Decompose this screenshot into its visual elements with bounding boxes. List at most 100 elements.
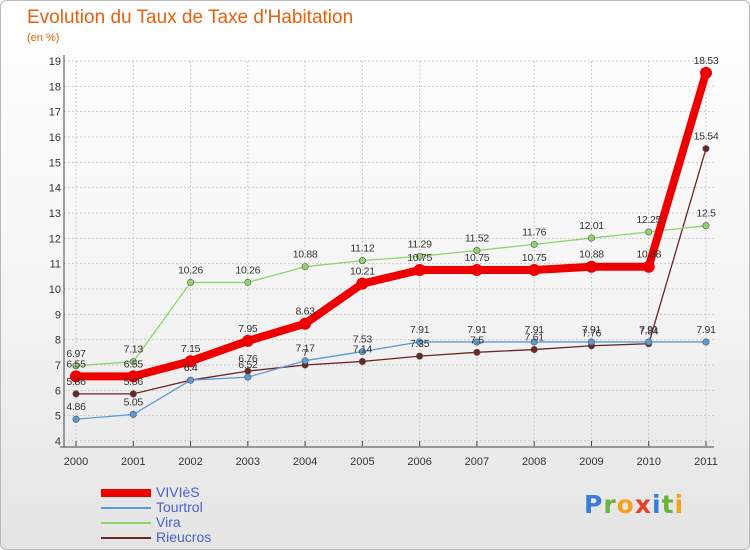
logo-letter: x bbox=[634, 490, 652, 519]
data-point-rieucros bbox=[416, 352, 424, 360]
data-label-vivies: 10.75 bbox=[522, 252, 547, 264]
data-point-vivies bbox=[356, 277, 369, 290]
data-point-rieucros bbox=[129, 390, 137, 398]
legend-label: Tourtrol bbox=[156, 499, 203, 515]
data-label-tourtrol: 7.91 bbox=[525, 324, 545, 336]
data-label-vira: 6.97 bbox=[66, 348, 86, 360]
chart-title: Evolution du Taux de Taxe d'Habitation bbox=[27, 7, 354, 28]
series-line-vivies bbox=[72, 68, 710, 381]
data-point-tourtrol bbox=[416, 338, 424, 346]
data-label-vivies: 18.53 bbox=[694, 55, 719, 67]
y-tick-label: 4 bbox=[55, 436, 61, 448]
logo-letter: r bbox=[603, 490, 617, 519]
data-label-vivies: 10.88 bbox=[636, 249, 661, 261]
data-point-vivies bbox=[70, 370, 82, 383]
logo-letter: i bbox=[652, 490, 662, 519]
data-point-vira bbox=[530, 240, 538, 248]
x-tick-label: 2007 bbox=[465, 456, 489, 468]
legend-swatch bbox=[101, 537, 151, 539]
data-label-vivies: 6.55 bbox=[124, 358, 144, 370]
data-label-tourtrol: 7.17 bbox=[295, 343, 315, 355]
data-point-tourtrol bbox=[187, 376, 195, 384]
data-label-vira: 11.76 bbox=[522, 226, 546, 238]
legend-label: Rieucros bbox=[156, 529, 212, 545]
data-label-vivies: 10.75 bbox=[465, 252, 490, 264]
data-point-tourtrol bbox=[72, 415, 80, 423]
data-label-vira: 10.26 bbox=[235, 264, 260, 276]
y-tick-label: 13 bbox=[49, 208, 61, 220]
data-label-vira: 10.88 bbox=[293, 249, 318, 261]
data-point-rieucros bbox=[473, 348, 481, 356]
data-label-rieucros: 7.35 bbox=[410, 338, 430, 350]
data-point-tourtrol bbox=[301, 357, 309, 365]
data-label-vivies: 6.55 bbox=[66, 358, 86, 370]
data-point-tourtrol bbox=[587, 338, 595, 346]
data-label-tourtrol: 7.91 bbox=[410, 324, 430, 336]
legend-swatch bbox=[101, 507, 151, 509]
data-label-rieucros: 6.76 bbox=[238, 353, 258, 365]
data-label-vivies: 10.88 bbox=[579, 249, 604, 261]
y-tick-label: 19 bbox=[49, 56, 61, 68]
y-tick-label: 8 bbox=[55, 335, 61, 347]
data-label-vivies: 10.75 bbox=[407, 252, 432, 264]
data-point-vira bbox=[645, 228, 653, 236]
data-point-vira bbox=[129, 358, 137, 366]
y-tick-label: 9 bbox=[55, 309, 61, 321]
data-label-tourtrol: 7.91 bbox=[639, 324, 659, 336]
data-label-tourtrol: 7.91 bbox=[696, 324, 716, 336]
legend-label: Vira bbox=[156, 514, 181, 530]
data-point-vivies bbox=[413, 264, 426, 276]
data-label-tourtrol: 6.4 bbox=[184, 362, 198, 374]
chart-unit-label: (en %) bbox=[27, 32, 60, 44]
data-label-vira: 11.52 bbox=[465, 232, 489, 244]
y-tick-label: 11 bbox=[50, 259, 61, 271]
logo-letter: i bbox=[674, 490, 685, 519]
data-label-tourtrol: 7.91 bbox=[467, 324, 487, 336]
data-label-rieucros: 15.54 bbox=[694, 131, 719, 143]
data-label-rieucros: 7.76 bbox=[582, 328, 602, 340]
data-point-rieucros bbox=[702, 145, 710, 153]
data-label-vira: 11.12 bbox=[350, 243, 374, 255]
data-label-rieucros: 7 bbox=[302, 347, 308, 359]
data-label-rieucros: 6.4 bbox=[184, 362, 198, 374]
data-point-vira bbox=[244, 278, 252, 286]
data-label-tourtrol: 5.05 bbox=[124, 396, 144, 408]
x-tick-label: 2005 bbox=[350, 456, 374, 468]
logo-letter: P bbox=[584, 490, 604, 519]
data-point-vivies bbox=[470, 264, 483, 276]
data-label-tourtrol: 6.52 bbox=[238, 359, 258, 371]
data-label-vira: 10.26 bbox=[178, 264, 203, 276]
data-point-tourtrol bbox=[530, 338, 538, 346]
x-tick-label: 2004 bbox=[293, 456, 317, 468]
x-tick-label: 2002 bbox=[178, 456, 202, 468]
data-point-tourtrol bbox=[129, 410, 137, 418]
data-label-rieucros: 7.14 bbox=[353, 343, 373, 355]
data-point-tourtrol bbox=[645, 338, 653, 346]
data-label-vivies: 7.95 bbox=[238, 323, 258, 335]
data-label-vira: 11.29 bbox=[408, 238, 432, 250]
data-point-tourtrol bbox=[358, 348, 366, 356]
legend-label: VIVIèS bbox=[156, 484, 200, 500]
x-tick-label: 2001 bbox=[121, 456, 145, 468]
y-tick-label: 17 bbox=[49, 107, 61, 119]
x-tick-label: 2011 bbox=[694, 456, 718, 468]
data-label-vira: 12.25 bbox=[636, 214, 661, 226]
x-tick-label: 2003 bbox=[236, 456, 260, 468]
y-tick-label: 16 bbox=[49, 132, 61, 144]
data-point-rieucros bbox=[72, 390, 80, 398]
x-tick-label: 2008 bbox=[522, 456, 546, 468]
data-point-vira bbox=[587, 234, 595, 242]
data-label-vira: 7.13 bbox=[124, 344, 144, 356]
logo-letter: o bbox=[616, 490, 635, 519]
data-label-rieucros: 5.86 bbox=[124, 376, 144, 388]
data-label-rieucros: 7.84 bbox=[639, 326, 659, 338]
data-point-tourtrol bbox=[244, 373, 252, 381]
data-point-vira bbox=[301, 263, 309, 271]
data-label-tourtrol: 7.53 bbox=[353, 334, 373, 346]
x-tick-label: 2009 bbox=[579, 456, 603, 468]
series-line-rieucros bbox=[75, 148, 707, 395]
y-tick-label: 5 bbox=[55, 411, 61, 423]
data-point-vivies bbox=[642, 260, 655, 273]
x-tick-label: 2000 bbox=[64, 456, 88, 468]
